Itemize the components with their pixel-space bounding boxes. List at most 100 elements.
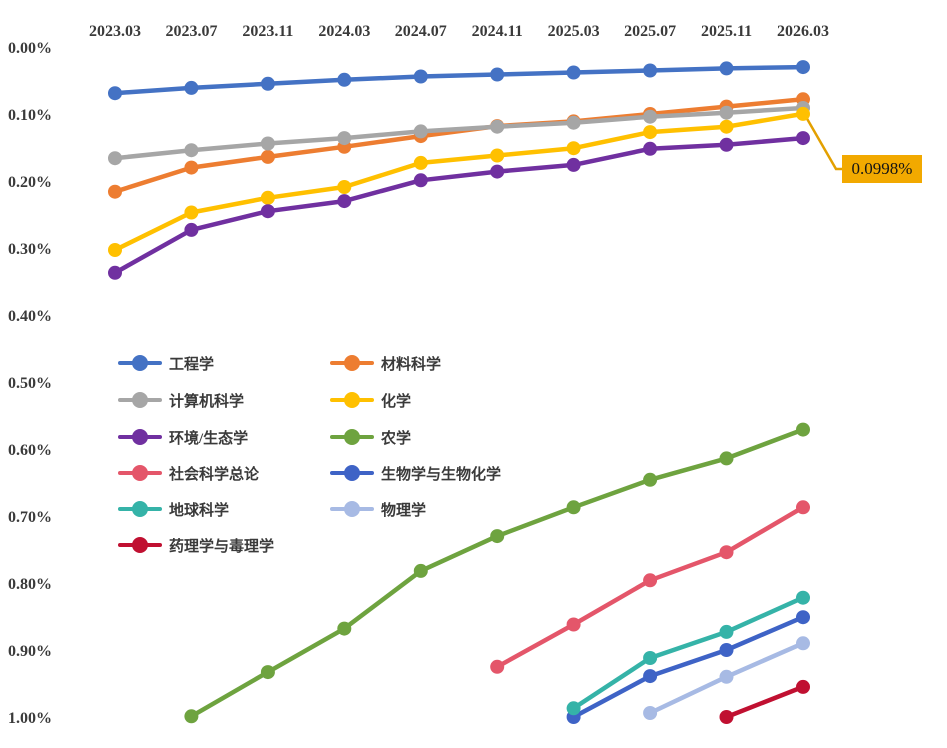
data-point-marker bbox=[260, 190, 275, 205]
series-line bbox=[571, 595, 806, 711]
data-point-marker bbox=[260, 76, 275, 91]
y-axis-label: 0.60% bbox=[8, 442, 52, 459]
data-point-marker bbox=[719, 119, 734, 134]
x-axis-label: 2023.03 bbox=[89, 23, 141, 40]
series-line bbox=[112, 105, 806, 161]
data-point-marker bbox=[796, 422, 810, 437]
data-point-marker bbox=[719, 61, 734, 76]
data-point-marker bbox=[184, 160, 199, 175]
x-axis-label: 2023.11 bbox=[242, 23, 293, 40]
data-point-marker bbox=[490, 119, 505, 134]
data-point-marker bbox=[108, 151, 122, 166]
x-axis-label: 2023.07 bbox=[165, 23, 217, 40]
data-point-marker bbox=[643, 109, 658, 124]
y-axis-label: 0.70% bbox=[8, 509, 52, 526]
x-axis-label: 2026.03 bbox=[777, 23, 829, 40]
data-point-marker bbox=[719, 643, 734, 657]
data-point-marker bbox=[796, 500, 810, 515]
data-point-marker bbox=[490, 529, 505, 544]
y-axis-label: 0.20% bbox=[8, 174, 52, 191]
callout-value: 0.0998% bbox=[851, 159, 913, 178]
data-point-marker bbox=[566, 500, 581, 515]
data-point-marker bbox=[719, 710, 734, 724]
data-point-marker bbox=[643, 125, 658, 140]
data-point-marker bbox=[566, 157, 581, 172]
data-point-marker bbox=[719, 105, 734, 120]
data-label-callout: 0.0998% bbox=[842, 155, 922, 183]
data-point-marker bbox=[108, 86, 122, 101]
data-point-marker bbox=[490, 148, 505, 163]
y-axis-label: 0.50% bbox=[8, 375, 52, 392]
data-point-marker bbox=[719, 669, 734, 684]
data-point-marker bbox=[184, 709, 199, 724]
y-axis-label: 1.00% bbox=[8, 710, 52, 727]
y-axis-label: 0.90% bbox=[8, 643, 52, 660]
data-point-marker bbox=[643, 573, 658, 588]
data-point-marker bbox=[413, 155, 428, 170]
y-axis-label: 0.80% bbox=[8, 576, 52, 593]
x-axis-label: 2024.03 bbox=[318, 23, 370, 40]
data-point-marker bbox=[566, 141, 581, 156]
data-point-marker bbox=[643, 669, 658, 684]
x-axis-label: 2024.07 bbox=[395, 23, 447, 40]
y-axis-label: 0.00% bbox=[8, 40, 52, 57]
data-point-marker bbox=[413, 563, 428, 578]
data-point-marker bbox=[337, 621, 352, 636]
data-point-marker bbox=[184, 80, 199, 95]
data-point-marker bbox=[796, 60, 810, 75]
data-point-marker bbox=[260, 136, 275, 151]
x-axis-label: 2024.11 bbox=[472, 23, 523, 40]
data-point-marker bbox=[796, 131, 810, 146]
data-point-marker bbox=[337, 72, 352, 87]
y-axis-label: 0.10% bbox=[8, 107, 52, 124]
data-point-marker bbox=[260, 149, 275, 164]
data-point-marker bbox=[184, 143, 199, 158]
data-point-marker bbox=[796, 636, 810, 651]
data-point-marker bbox=[566, 65, 581, 80]
y-axis-label: 0.30% bbox=[8, 241, 52, 258]
data-point-marker bbox=[719, 451, 734, 466]
data-point-marker bbox=[566, 115, 581, 130]
data-point-marker bbox=[490, 67, 505, 82]
data-point-marker bbox=[796, 679, 810, 694]
data-point-marker bbox=[490, 659, 505, 674]
data-point-marker bbox=[184, 205, 199, 220]
series-line bbox=[724, 684, 806, 720]
data-point-marker bbox=[413, 124, 428, 139]
data-point-marker bbox=[796, 610, 810, 625]
y-axis-label: 0.40% bbox=[8, 308, 52, 325]
data-point-marker bbox=[643, 141, 658, 156]
series-line bbox=[112, 135, 806, 276]
data-point-marker bbox=[643, 651, 658, 665]
callout-leader-line bbox=[804, 116, 842, 171]
data-point-marker bbox=[643, 472, 658, 487]
x-axis-label: 2025.03 bbox=[548, 23, 600, 40]
data-point-marker bbox=[566, 701, 581, 716]
data-point-marker bbox=[413, 173, 428, 188]
data-point-marker bbox=[337, 180, 352, 194]
data-point-marker bbox=[337, 194, 352, 209]
series-line bbox=[112, 111, 806, 253]
data-point-marker bbox=[566, 617, 581, 632]
data-point-marker bbox=[184, 222, 199, 237]
data-point-marker bbox=[108, 243, 122, 257]
data-point-marker bbox=[337, 131, 352, 146]
series-line bbox=[571, 614, 806, 720]
data-point-marker bbox=[719, 545, 734, 560]
data-point-marker bbox=[260, 204, 275, 219]
data-point-marker bbox=[108, 265, 122, 280]
series-line bbox=[112, 64, 806, 96]
data-point-marker bbox=[796, 590, 810, 605]
data-point-marker bbox=[643, 63, 658, 78]
data-point-marker bbox=[260, 665, 275, 680]
data-point-marker bbox=[643, 706, 658, 720]
x-axis-label: 2025.11 bbox=[701, 23, 752, 40]
data-point-marker bbox=[719, 137, 734, 152]
data-point-marker bbox=[796, 106, 810, 121]
data-point-marker bbox=[108, 184, 122, 199]
data-point-marker bbox=[719, 624, 734, 639]
x-axis-label: 2025.07 bbox=[624, 23, 676, 40]
data-point-marker bbox=[413, 69, 428, 84]
